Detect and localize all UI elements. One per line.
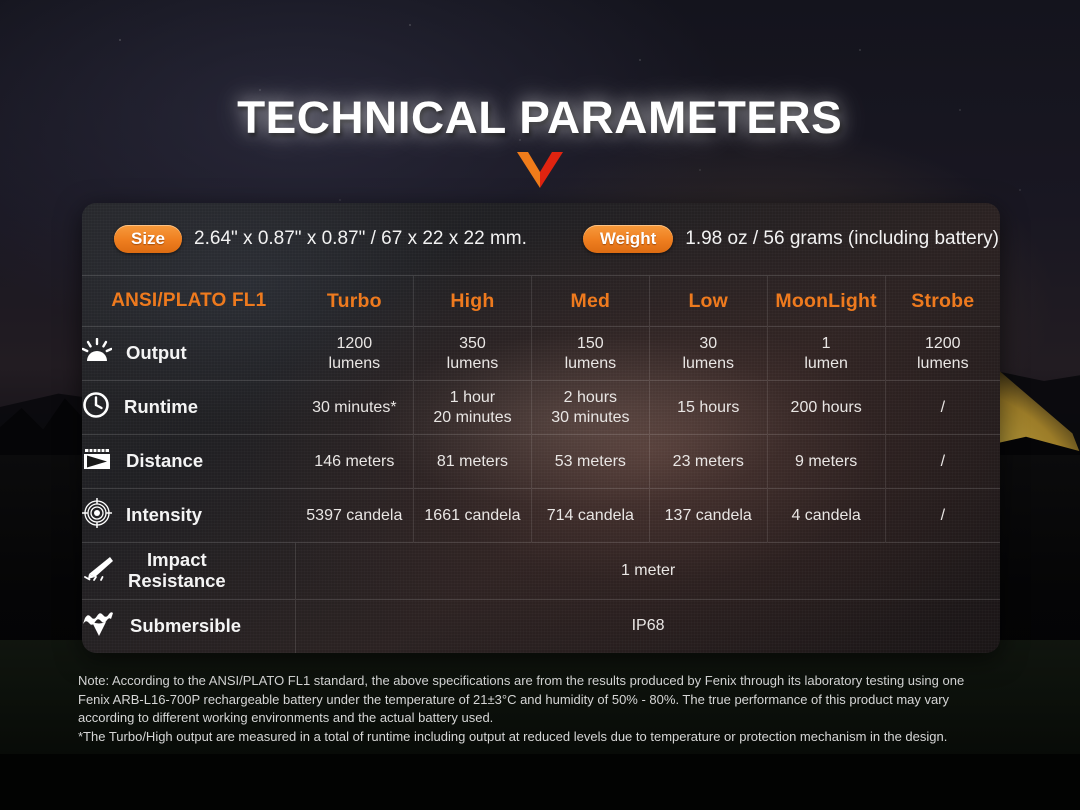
cell-distance-moonlight: 9 meters <box>766 434 886 489</box>
row-label-text: Distance <box>126 450 204 472</box>
row-label-runtime: Runtime <box>82 380 296 435</box>
weight-value: 1.98 oz / 56 grams (including battery). <box>685 228 1000 249</box>
row-label-submersible: Submersible <box>82 599 296 653</box>
cell-distance-strobe: / <box>884 434 1000 489</box>
specification-table: ANSI/PLATO FL1 Turbo High Med Low MoonLi… <box>82 275 1000 653</box>
footnote-line-2: Fenix ARB-L16-700P rechargeable battery … <box>78 691 950 707</box>
cell-runtime-strobe: / <box>884 380 1000 435</box>
cell-intensity-low: 137 candela <box>648 488 768 543</box>
cell-output-med: 150 lumens <box>530 326 650 381</box>
weight-pill: Weight <box>582 225 674 253</box>
column-header-med: Med <box>530 275 650 327</box>
cell-distance-high: 81 meters <box>413 434 532 489</box>
cell-distance-low: 23 meters <box>648 434 768 489</box>
cell-output-low: 30 lumens <box>648 326 768 381</box>
row-label-text: Impact Resistance <box>128 549 226 591</box>
cell-intensity-moonlight: 4 candela <box>766 488 886 543</box>
weight-group: Weight 1.98 oz / 56 grams (including bat… <box>582 225 1000 253</box>
spec-panel: Size 2.64" x 0.87" x 0.87" / 67 x 22 x 2… <box>82 203 1000 653</box>
row-label-text: Runtime <box>124 396 198 418</box>
cell-intensity-med: 714 candela <box>530 488 650 543</box>
header-row: ANSI/PLATO FL1 Turbo High Med Low MoonLi… <box>82 275 1000 327</box>
column-header-strobe: Strobe <box>884 275 1000 327</box>
column-header-turbo: Turbo <box>295 275 414 327</box>
footnote: Note: According to the ANSI/PLATO FL1 st… <box>78 672 1023 746</box>
footnote-line-1: Note: According to the ANSI/PLATO FL1 st… <box>78 673 965 688</box>
row-label-text: Output <box>126 342 187 364</box>
cell-runtime-turbo: 30 minutes* <box>295 380 414 435</box>
water-drop-icon <box>82 611 116 642</box>
footnote-line-4: *The Turbo/High output are measured in a… <box>78 728 948 744</box>
table-row: Intensity 5397 candela 1661 candela 714 … <box>82 488 1000 543</box>
clock-icon <box>82 391 110 424</box>
summary-bar: Size 2.64" x 0.87" x 0.87" / 67 x 22 x 2… <box>82 203 1000 275</box>
page-title: TECHNICAL PARAMETERS <box>237 92 843 143</box>
table-body: Output 1200 lumens 350 lumens 150 lumens 30… <box>82 326 1000 653</box>
cell-runtime-moonlight: 200 hours <box>766 380 886 435</box>
target-icon <box>82 497 113 533</box>
column-header-low: Low <box>648 275 768 327</box>
footnote-line-3: according to different working environme… <box>78 710 494 725</box>
cell-output-moonlight: 1 lumen <box>766 326 886 381</box>
table-row: Distance 146 meters 81 meters 53 meters … <box>82 434 1000 489</box>
table-header: ANSI/PLATO FL1 Turbo High Med Low MoonLi… <box>82 275 1000 327</box>
column-header-standard: ANSI/PLATO FL1 <box>82 275 296 327</box>
table-row: Runtime 30 minutes* 1 hour 20 minutes 2 h… <box>82 380 1000 435</box>
size-pill: Size <box>114 225 183 253</box>
cell-distance-med: 53 meters <box>530 434 650 489</box>
row-label-output: Output <box>82 326 296 381</box>
page-header: TECHNICAL PARAMETERS <box>0 92 1080 144</box>
row-label-distance: Distance <box>82 434 296 489</box>
cell-intensity-turbo: 5397 candela <box>295 488 414 543</box>
row-label-text: Submersible <box>130 614 242 636</box>
cell-runtime-low: 15 hours <box>648 380 768 435</box>
cell-output-high: 350 lumens <box>413 326 532 381</box>
cell-distance-turbo: 146 meters <box>295 434 414 489</box>
row-label-text: Intensity <box>126 504 203 526</box>
impact-resistance-icon <box>82 555 114 588</box>
sun-rays-icon <box>82 337 113 369</box>
cell-intensity-strobe: / <box>884 488 1000 543</box>
chevron-down-icon <box>517 152 563 193</box>
cell-output-strobe: 1200 lumens <box>884 326 1000 381</box>
table-row: Impact Resistance 1 meter <box>82 542 1000 600</box>
cell-output-turbo: 1200 lumens <box>295 326 414 381</box>
beam-distance-icon <box>82 445 112 478</box>
column-header-moonlight: MoonLight <box>766 275 886 327</box>
table-row: Submersible IP68 <box>82 599 1000 653</box>
size-value: 2.64" x 0.87" x 0.87" / 67 x 22 x 22 mm. <box>194 228 527 249</box>
cell-impact-resistance-value: 1 meter <box>295 542 1000 600</box>
table-row: Output 1200 lumens 350 lumens 150 lumens 30… <box>82 326 1000 381</box>
cell-submersible-value: IP68 <box>295 599 1000 653</box>
column-header-high: High <box>413 275 532 327</box>
cell-runtime-med: 2 hours 30 minutes <box>530 380 650 435</box>
cell-runtime-high: 1 hour 20 minutes <box>413 380 532 435</box>
row-label-intensity: Intensity <box>82 488 296 543</box>
cell-intensity-high: 1661 candela <box>413 488 532 543</box>
bottom-strip <box>0 754 1080 810</box>
row-label-impact-resistance: Impact Resistance <box>82 542 296 600</box>
